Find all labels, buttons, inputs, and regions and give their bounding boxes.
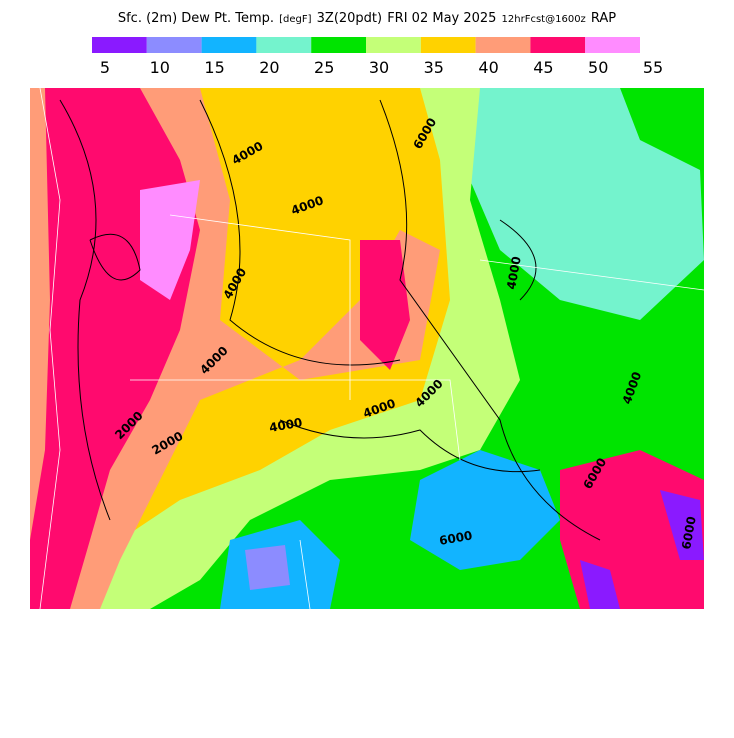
- legend-label: 35: [424, 58, 444, 77]
- humid-zone: [520, 88, 600, 150]
- legend-swatch: [585, 37, 640, 53]
- legend-label: 15: [204, 58, 224, 77]
- legend-label: 25: [314, 58, 334, 77]
- contours: [59, 99, 601, 541]
- legend-label: 5: [100, 58, 110, 77]
- cold-zone: [410, 450, 560, 570]
- legend-swatch: [366, 37, 421, 53]
- legend-label: 50: [588, 58, 608, 77]
- map-title: Sfc. (2m) Dew Pt. Temp. [degF] 3Z(20pdt)…: [118, 7, 616, 26]
- legend-label: 20: [259, 58, 279, 77]
- very-dry-zone: [360, 240, 410, 370]
- title-field: Sfc. (2m) Dew Pt. Temp.: [118, 11, 274, 26]
- contour-label: 6000: [679, 515, 699, 550]
- title-valid: 3Z(20pdt): [317, 11, 382, 26]
- legend-swatch: [420, 37, 476, 53]
- boundaries: [39, 88, 704, 609]
- title-model: RAP: [591, 11, 616, 26]
- legend-label: 45: [533, 58, 553, 77]
- legend-label: 55: [643, 58, 663, 77]
- legend-swatch: [530, 37, 586, 53]
- legend-swatch: [311, 37, 366, 53]
- title-forecast: 12hrFcst@1600z: [502, 14, 586, 25]
- extreme-dry-zone: [140, 180, 200, 300]
- legend-label: 40: [478, 58, 498, 77]
- coldest-zone: [245, 545, 290, 590]
- legend-label: 30: [369, 58, 389, 77]
- contour-label: 4000: [504, 255, 524, 290]
- legend-swatch: [475, 37, 531, 53]
- legend-swatch: [146, 37, 202, 53]
- title-date: FRI 02 May 2025: [387, 11, 496, 26]
- title-units: [degF]: [279, 14, 312, 25]
- coldest-zone: [580, 560, 620, 609]
- legend-swatch: [201, 37, 257, 53]
- color-legend: 5 10 15 20 25 30 35 40 45 50 55: [92, 37, 663, 77]
- legend-swatch: [92, 37, 147, 53]
- humid-zone: [470, 88, 704, 320]
- coldest-zone: [660, 490, 704, 560]
- legend-label: 10: [150, 58, 170, 77]
- contour-label: 6000: [438, 528, 473, 548]
- contour-label: 4000: [268, 415, 303, 435]
- legend-swatch: [256, 37, 312, 53]
